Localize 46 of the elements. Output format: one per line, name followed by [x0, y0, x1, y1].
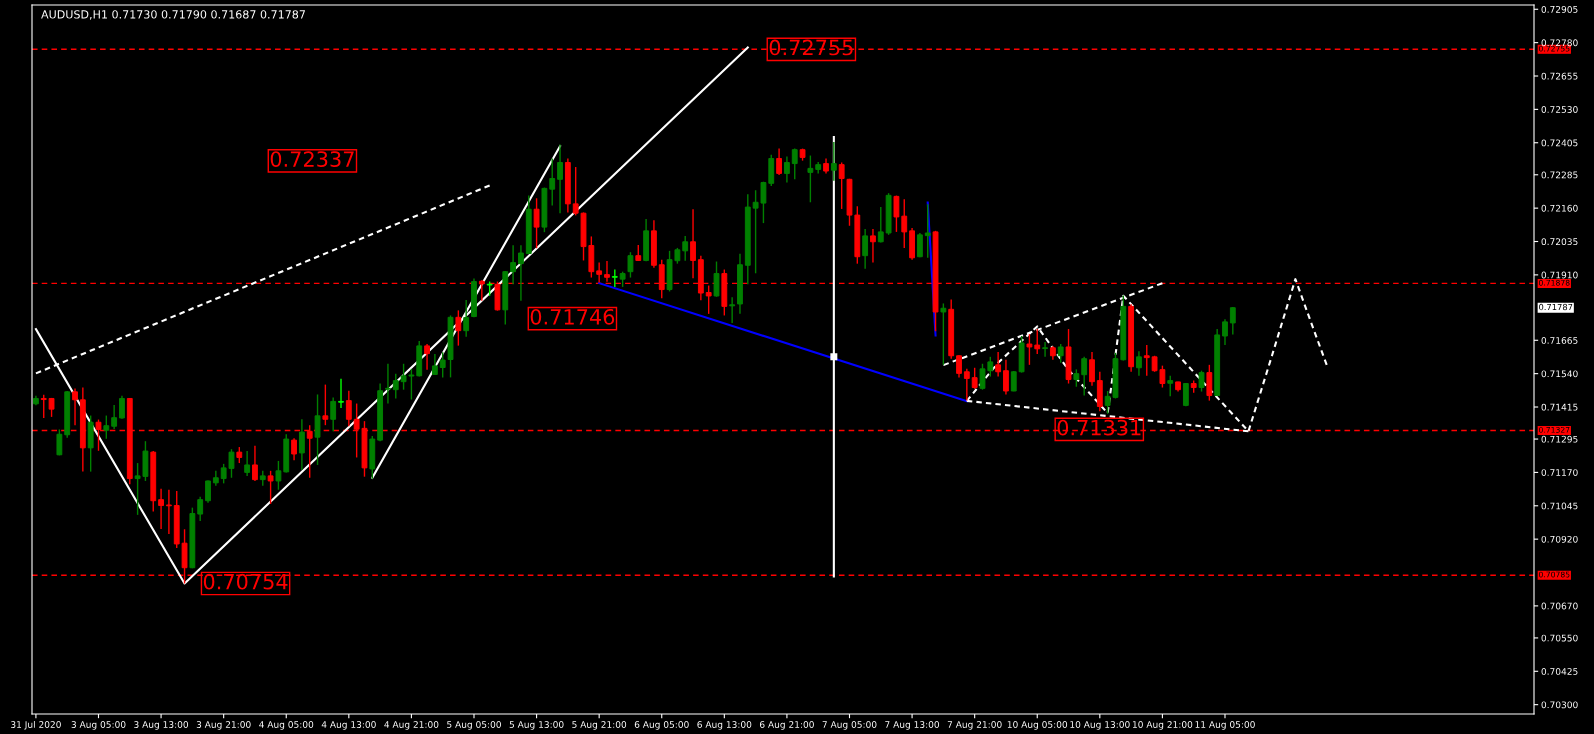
- x-tick-label: 4 Aug 21:00: [384, 721, 439, 730]
- x-tick-label: 7 Aug 13:00: [885, 721, 940, 730]
- chart-title: AUDUSD,H1 0.71730 0.71790 0.71687 0.71787: [41, 10, 305, 20]
- y-tick-label: 0.72530: [1541, 106, 1578, 113]
- y-tick-label: 0.72285: [1541, 171, 1578, 179]
- x-tick-label: 10 Aug 05:00: [1007, 721, 1068, 730]
- y-tick-label: 0.71415: [1541, 403, 1578, 411]
- y-tick-label: 0.71045: [1541, 502, 1578, 510]
- x-tick-label: 4 Aug 05:00: [259, 721, 314, 730]
- x-tick-label: 6 Aug 13:00: [697, 721, 752, 730]
- x-tick-label: 11 Aug 05:00: [1195, 721, 1255, 730]
- y-tick-label: 0.71170: [1541, 469, 1578, 476]
- x-tick-label: 4 Aug 13:00: [321, 721, 376, 730]
- y-tick-label: 0.72905: [1541, 6, 1578, 13]
- x-tick-label: 7 Aug 05:00: [822, 721, 877, 730]
- x-tick-label: 3 Aug 13:00: [134, 721, 189, 730]
- x-tick-label: 6 Aug 21:00: [759, 721, 814, 730]
- x-tick-label: 3 Aug 05:00: [71, 721, 126, 730]
- x-tick-label: 5 Aug 21:00: [572, 721, 627, 730]
- y-tick-label: 0.71540: [1541, 370, 1578, 378]
- y-tick-label: 0.70300: [1541, 701, 1578, 709]
- x-tick-label: 5 Aug 13:00: [509, 721, 564, 730]
- x-tick-label: 7 Aug 21:00: [947, 721, 1002, 730]
- text: 0.71787: [1539, 303, 1573, 311]
- y-tick-label: 0.71910: [1541, 271, 1578, 279]
- y-tick-label: 0.72160: [1541, 204, 1578, 212]
- annotation: 0.71746: [530, 308, 615, 325]
- y-tick-label: 0.72405: [1541, 139, 1578, 147]
- x-tick-label: 5 Aug 05:00: [447, 721, 501, 730]
- x-tick-label: 10 Aug 13:00: [1070, 721, 1130, 730]
- y-tick-label: 0.72655: [1541, 72, 1578, 80]
- x-tick-label: 31 Jul 2020: [11, 720, 61, 730]
- y-tick-label: 0.70670: [1541, 602, 1578, 610]
- y-tick-label: 0.70425: [1541, 668, 1578, 675]
- annotation: 0.71331: [1057, 419, 1141, 436]
- y-tick-label: 0.71295: [1541, 435, 1578, 443]
- y-tick-label: 0.72780: [1541, 39, 1578, 47]
- annotation: 0.72337: [270, 151, 354, 167]
- x-tick-label: 6 Aug 05:00: [634, 721, 689, 730]
- x-tick-label: 10 Aug 21:00: [1132, 721, 1193, 730]
- x-tick-label: 3 Aug 21:00: [196, 721, 251, 730]
- y-tick-label: 0.72035: [1541, 238, 1578, 246]
- y-tick-label: 0.70920: [1541, 535, 1578, 543]
- annotation: 0.72755: [769, 39, 853, 56]
- y-tick-label: 0.70550: [1541, 634, 1578, 642]
- y-tick-label: 0.71665: [1541, 337, 1578, 344]
